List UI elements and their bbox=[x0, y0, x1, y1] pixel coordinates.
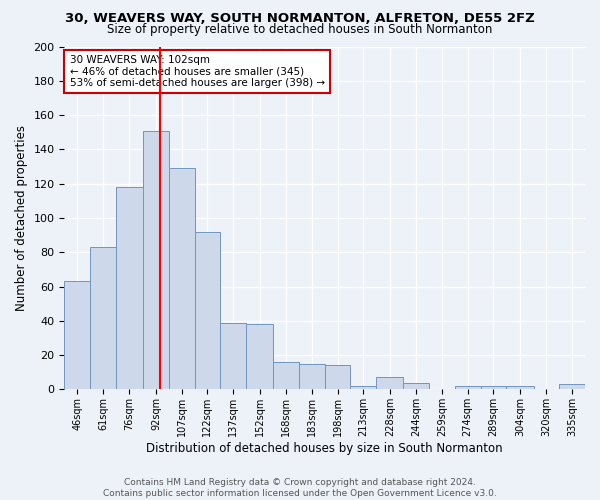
Text: 30 WEAVERS WAY: 102sqm
← 46% of detached houses are smaller (345)
53% of semi-de: 30 WEAVERS WAY: 102sqm ← 46% of detached… bbox=[70, 55, 325, 88]
Text: 30, WEAVERS WAY, SOUTH NORMANTON, ALFRETON, DE55 2FZ: 30, WEAVERS WAY, SOUTH NORMANTON, ALFRET… bbox=[65, 12, 535, 26]
Bar bbox=[299, 364, 325, 390]
Bar bbox=[64, 282, 90, 390]
Bar bbox=[246, 324, 274, 390]
Bar bbox=[116, 187, 143, 390]
Bar bbox=[169, 168, 194, 390]
Bar bbox=[350, 386, 376, 390]
Bar bbox=[274, 362, 299, 390]
Text: Size of property relative to detached houses in South Normanton: Size of property relative to detached ho… bbox=[107, 22, 493, 36]
Bar bbox=[506, 386, 533, 390]
Y-axis label: Number of detached properties: Number of detached properties bbox=[15, 125, 28, 311]
Bar bbox=[325, 366, 350, 390]
Bar bbox=[376, 378, 403, 390]
Bar bbox=[455, 386, 481, 390]
Bar bbox=[481, 386, 506, 390]
X-axis label: Distribution of detached houses by size in South Normanton: Distribution of detached houses by size … bbox=[146, 442, 503, 455]
Bar bbox=[143, 130, 169, 390]
Bar bbox=[220, 322, 246, 390]
Bar bbox=[90, 247, 116, 390]
Bar bbox=[403, 382, 429, 390]
Bar bbox=[559, 384, 585, 390]
Bar bbox=[194, 232, 220, 390]
Text: Contains HM Land Registry data © Crown copyright and database right 2024.
Contai: Contains HM Land Registry data © Crown c… bbox=[103, 478, 497, 498]
